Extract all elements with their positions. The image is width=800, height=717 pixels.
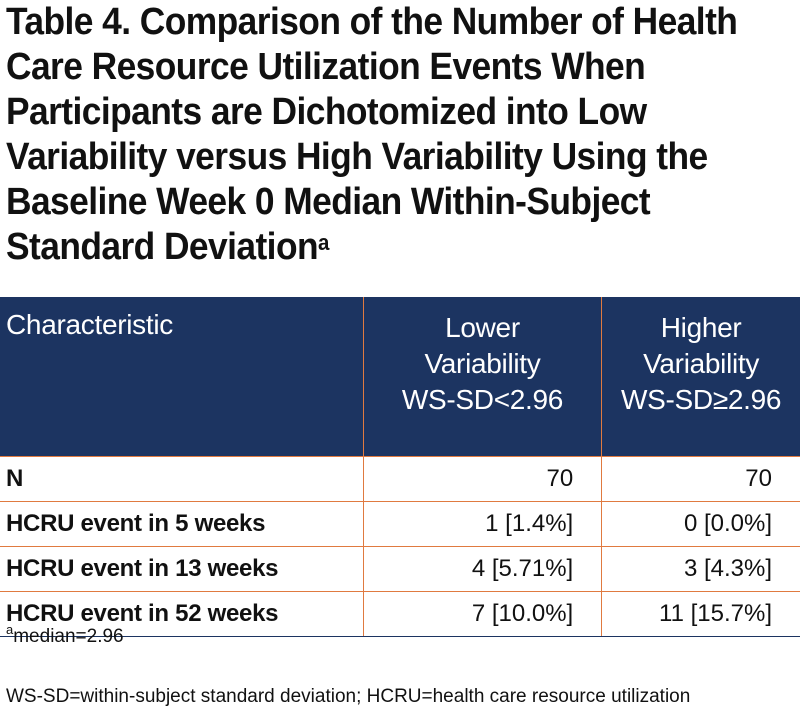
- header-lower-line-1: Lower: [445, 312, 520, 343]
- abbreviations-note: WS-SD=within-subject standard deviation;…: [6, 686, 691, 707]
- footnote-text: median=2.96: [13, 626, 124, 647]
- title-line-6-text: Standard Deviation: [6, 226, 319, 268]
- title-line-6: Standard Deviationa: [6, 225, 741, 270]
- table-row: HCRU event in 52 weeks 7 [10.0%] 11 [15.…: [0, 591, 800, 637]
- header-higher-line-3: WS-SD≥2.96: [621, 384, 782, 415]
- title-footnote-marker: a: [318, 230, 329, 255]
- footnote-marker: a: [6, 622, 14, 637]
- header-lower-line-2: Variability: [424, 348, 541, 379]
- title-line-2: Care Resource Utilization Events When: [6, 46, 646, 88]
- title-line-3: Participants are Dichotomized into Low: [6, 91, 647, 133]
- header-lower-line-3: WS-SD<2.96: [401, 384, 564, 415]
- cell-lower: 4 [5.71%]: [362, 546, 602, 592]
- row-label: N: [0, 456, 364, 502]
- footnote: amedian=2.96: [6, 623, 124, 648]
- cell-lower: 7 [10.0%]: [362, 591, 602, 637]
- header-lower-variability: Lower Variability WS-SD<2.96: [362, 297, 602, 457]
- table-row: HCRU event in 5 weeks 1 [1.4%] 0 [0.0%]: [0, 501, 800, 547]
- row-label: HCRU event in 52 weeks: [0, 591, 364, 637]
- title-line-4: Variability versus High Variability Usin…: [6, 136, 708, 178]
- header-higher-variability: Higher Variability WS-SD≥2.96: [601, 297, 800, 457]
- table-row: HCRU event in 13 weeks 4 [5.71%] 3 [4.3%…: [0, 546, 800, 592]
- comparison-table: Characteristic Lower Variability WS-SD<2…: [0, 297, 800, 637]
- table-title: Table 4. Comparison of the Number of Hea…: [6, 0, 741, 270]
- cell-higher: 0 [0.0%]: [601, 501, 800, 547]
- row-label: HCRU event in 5 weeks: [0, 501, 364, 547]
- header-characteristic: Characteristic: [0, 297, 364, 457]
- cell-higher: 3 [4.3%]: [601, 546, 800, 592]
- header-higher-line-1: Higher: [660, 312, 742, 343]
- title-line-5: Baseline Week 0 Median Within-Subject: [6, 181, 651, 223]
- cell-lower: 1 [1.4%]: [362, 501, 602, 547]
- table-row: N 70 70: [0, 456, 800, 502]
- cell-lower: 70: [362, 456, 602, 502]
- cell-higher: 70: [601, 456, 800, 502]
- cell-higher: 11 [15.7%]: [601, 591, 800, 637]
- header-higher-line-2: Variability: [643, 348, 760, 379]
- title-line-1: Table 4. Comparison of the Number of Hea…: [6, 1, 738, 43]
- table-header-row: Characteristic Lower Variability WS-SD<2…: [0, 297, 800, 457]
- row-label: HCRU event in 13 weeks: [0, 546, 364, 592]
